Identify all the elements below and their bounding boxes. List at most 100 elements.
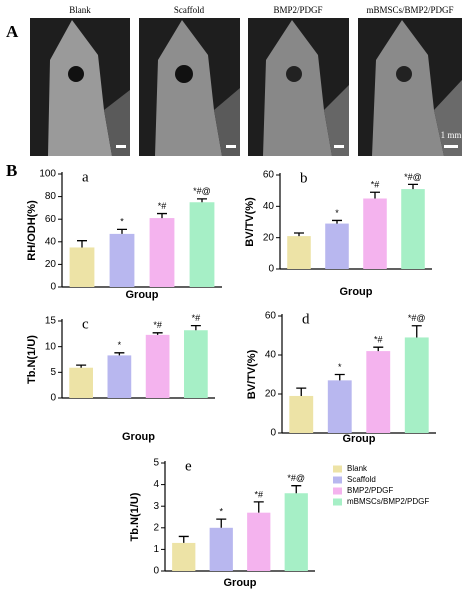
- error-bar: [411, 325, 422, 338]
- error-bar: [373, 346, 384, 352]
- x-axis-label: Group: [340, 286, 373, 298]
- error-bar: [296, 387, 307, 396]
- y-tick-label: 40: [45, 236, 57, 247]
- panel-letter: d: [302, 311, 310, 327]
- x-axis-label: Group: [126, 289, 159, 301]
- panel-letter: e: [185, 458, 192, 474]
- legend-swatch: [333, 498, 342, 506]
- panel-letter: b: [300, 170, 308, 186]
- bar: [325, 223, 349, 269]
- significance-label: *#@: [193, 186, 211, 196]
- error-bar: [332, 219, 342, 224]
- error-bar: [114, 352, 125, 356]
- ct-image: [30, 18, 130, 156]
- ct-image: [248, 18, 349, 156]
- y-tick-label: 5: [153, 458, 159, 469]
- bar: [69, 367, 93, 398]
- bar: [189, 202, 215, 287]
- error-bar: [253, 501, 264, 513]
- significance-label: *#: [254, 489, 263, 499]
- legend-label: BMP2/PDGF: [347, 486, 393, 495]
- y-tick-label: 0: [50, 393, 56, 404]
- significance-label: *#@: [287, 473, 305, 483]
- legend-swatch: [333, 476, 342, 484]
- bar: [209, 527, 233, 571]
- y-tick-label: 0: [270, 428, 276, 439]
- x-axis-label: Group: [122, 431, 155, 443]
- significance-label: *: [219, 507, 223, 517]
- y-tick-label: 60: [263, 170, 275, 181]
- panel-letter: a: [82, 169, 89, 185]
- y-tick-label: 4: [153, 479, 159, 490]
- bar: [366, 351, 391, 433]
- significance-label: *#: [371, 180, 380, 190]
- bar: [404, 337, 429, 433]
- bar: [247, 512, 271, 571]
- error-bar: [190, 324, 201, 331]
- error-bar: [294, 232, 304, 237]
- y-tick-label: 2: [153, 522, 159, 533]
- ct-image: [139, 18, 240, 156]
- y-axis-label: BV/TV(%): [244, 197, 256, 247]
- significance-label: *: [118, 340, 122, 350]
- y-tick-label: 60: [265, 311, 277, 322]
- error-bar: [291, 485, 302, 494]
- error-bar: [197, 198, 207, 203]
- y-tick-label: 5: [50, 367, 56, 378]
- y-axis-label: RH/ODH(%): [26, 200, 38, 261]
- legend-label: mBMSCs/BMP2/PDGF: [347, 497, 429, 506]
- error-bar: [334, 373, 345, 381]
- image-label: mBMSCs/BMP2/PDGF: [366, 5, 453, 15]
- error-bar: [77, 240, 87, 248]
- error-bar: [117, 228, 127, 234]
- bar: [172, 542, 196, 571]
- y-tick-label: 0: [50, 282, 56, 293]
- bar: [107, 355, 132, 398]
- significance-label: *: [120, 217, 124, 227]
- significance-label: *#@: [404, 172, 422, 182]
- y-tick-label: 40: [265, 350, 277, 361]
- y-tick-label: 10: [45, 341, 57, 352]
- y-axis-label: Tb.N(1/U): [26, 335, 38, 384]
- significance-label: *#: [192, 313, 201, 323]
- ct-images: 1 mm: [30, 18, 462, 156]
- error-bar: [408, 183, 418, 190]
- error-bar: [370, 191, 380, 199]
- significance-label: *#: [374, 335, 383, 345]
- y-tick-label: 40: [263, 201, 275, 212]
- legend-label: Scaffold: [347, 475, 376, 484]
- panel-label: B: [6, 161, 17, 180]
- y-tick-label: 3: [153, 501, 159, 512]
- error-bar: [178, 535, 189, 543]
- x-axis-label: Group: [343, 433, 376, 445]
- bar: [284, 493, 308, 571]
- panel-letter: c: [82, 316, 89, 332]
- y-axis-label: Tb.N(1/U): [129, 492, 141, 541]
- image-label: Blank: [69, 5, 91, 15]
- bar: [109, 233, 135, 287]
- error-bar: [152, 332, 163, 335]
- panel-label: A: [6, 22, 19, 41]
- y-axis-label: BV/TV(%): [246, 349, 258, 399]
- significance-label: *: [335, 208, 339, 218]
- bar: [363, 198, 387, 269]
- legend-label: Blank: [347, 464, 368, 473]
- bar: [149, 218, 175, 287]
- bar: [184, 330, 208, 398]
- bar: [401, 189, 425, 269]
- legend-swatch: [333, 487, 342, 495]
- y-tick-label: 15: [45, 316, 57, 327]
- significance-label: *: [338, 362, 342, 372]
- y-tick-label: 1: [153, 544, 159, 555]
- x-axis-label: Group: [224, 577, 257, 589]
- y-tick-label: 0: [153, 566, 159, 577]
- significance-label: *#@: [408, 313, 426, 323]
- significance-label: *#: [153, 320, 162, 330]
- y-tick-label: 100: [39, 169, 56, 180]
- bar: [145, 334, 170, 398]
- y-tick-label: 60: [45, 214, 57, 225]
- bar: [327, 380, 352, 433]
- image-label: Scaffold: [174, 5, 205, 15]
- error-bar: [216, 518, 227, 528]
